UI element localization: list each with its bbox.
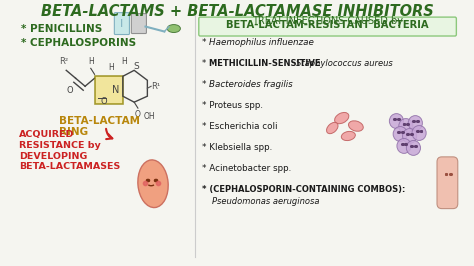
Text: * Proteus spp.: * Proteus spp. — [202, 101, 263, 110]
Text: O: O — [135, 110, 141, 119]
Ellipse shape — [327, 122, 338, 134]
FancyBboxPatch shape — [199, 17, 456, 36]
Circle shape — [412, 126, 426, 140]
Circle shape — [389, 114, 403, 128]
Text: H: H — [88, 57, 94, 66]
Ellipse shape — [341, 131, 356, 140]
Circle shape — [402, 128, 417, 143]
Text: * Klebsiella spp.: * Klebsiella spp. — [202, 143, 273, 152]
Circle shape — [408, 116, 422, 131]
Text: BETA-LACTAMS + BETA-LACTAMASE INHIBITORS: BETA-LACTAMS + BETA-LACTAMASE INHIBITORS — [41, 4, 433, 19]
Text: *: * — [202, 39, 210, 48]
Text: * Escherichia coli: * Escherichia coli — [202, 122, 278, 131]
Circle shape — [406, 140, 420, 155]
Ellipse shape — [348, 121, 363, 131]
Text: METHICILLIN-SENSITIVE: METHICILLIN-SENSITIVE — [209, 59, 323, 68]
Text: Staphylococcus aureus: Staphylococcus aureus — [296, 59, 393, 68]
Circle shape — [393, 127, 407, 142]
Text: * PENICILLINS: * PENICILLINS — [21, 24, 102, 34]
Text: *: * — [202, 59, 209, 68]
Text: O: O — [100, 97, 107, 106]
Text: S: S — [133, 62, 139, 71]
Ellipse shape — [335, 113, 349, 124]
Text: Haemophilus influenzae: Haemophilus influenzae — [209, 39, 314, 48]
Circle shape — [397, 139, 411, 153]
Text: I: I — [120, 19, 124, 28]
FancyBboxPatch shape — [437, 157, 458, 209]
Text: H: H — [121, 57, 127, 66]
Text: * Acinetobacter spp.: * Acinetobacter spp. — [202, 164, 292, 173]
Text: ACQUIRED
RESISTANCE by
DEVELOPING
BETA-LACTAMASES: ACQUIRED RESISTANCE by DEVELOPING BETA-L… — [19, 130, 120, 171]
Text: R¹: R¹ — [151, 82, 160, 91]
FancyBboxPatch shape — [114, 13, 129, 35]
Text: Pseudomonas aeruginosa: Pseudomonas aeruginosa — [211, 197, 319, 206]
Text: * (CEPHALOSPORIN-CONTAINING COMBOS):: * (CEPHALOSPORIN-CONTAINING COMBOS): — [202, 185, 405, 194]
Text: N: N — [111, 85, 119, 95]
Text: H: H — [109, 63, 114, 72]
Text: TREAT INFECTIONS CAUSED by: TREAT INFECTIONS CAUSED by — [252, 16, 403, 26]
Text: R²: R² — [59, 57, 68, 66]
Circle shape — [399, 119, 413, 134]
Text: BETA-LACTAM-RESISTANT BACTERIA: BETA-LACTAM-RESISTANT BACTERIA — [226, 20, 429, 30]
Text: *: * — [202, 80, 210, 89]
FancyBboxPatch shape — [131, 14, 146, 34]
Text: O: O — [67, 86, 73, 95]
FancyBboxPatch shape — [94, 76, 123, 104]
Text: Bacteroides fragilis: Bacteroides fragilis — [209, 80, 292, 89]
Text: BETA-LACTAM
RING: BETA-LACTAM RING — [59, 116, 140, 137]
Ellipse shape — [167, 24, 181, 32]
Text: * CEPHALOSPORINS: * CEPHALOSPORINS — [21, 38, 136, 48]
Text: OH: OH — [144, 112, 155, 121]
Ellipse shape — [138, 160, 168, 207]
